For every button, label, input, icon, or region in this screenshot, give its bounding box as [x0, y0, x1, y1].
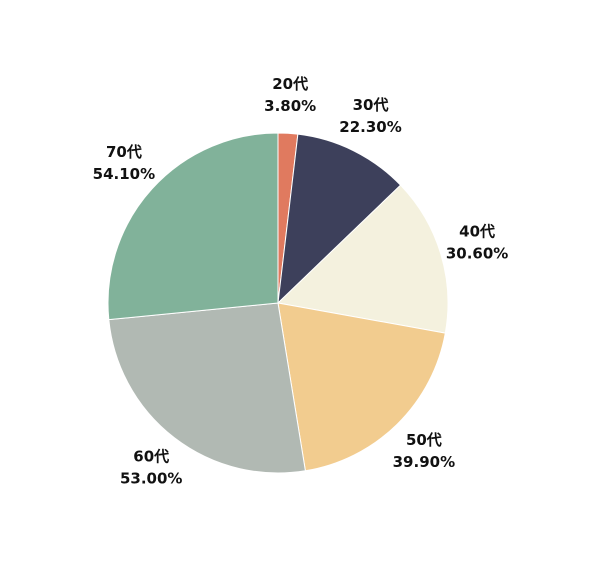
pie-slice [277, 133, 402, 305]
pie-slice [276, 184, 449, 334]
slice-value-label: 39.90% [393, 453, 455, 471]
slice-value-label: 3.80% [264, 97, 316, 115]
slice-label: 50代 [406, 431, 442, 449]
slice-label: 60代 [133, 447, 169, 465]
pie-slice [277, 302, 446, 472]
slice-label: 20代 [272, 75, 308, 93]
slice-label: 40代 [459, 222, 495, 240]
slice-value-label: 54.10% [93, 165, 155, 183]
pie-slice [108, 302, 306, 474]
slice-label: 70代 [106, 143, 142, 161]
slice-value-label: 30.60% [446, 244, 508, 262]
slice-value-label: 53.00% [120, 469, 182, 487]
pie-slice [107, 132, 279, 321]
slice-label: 30代 [353, 96, 389, 114]
slice-value-label: 22.30% [339, 118, 401, 136]
